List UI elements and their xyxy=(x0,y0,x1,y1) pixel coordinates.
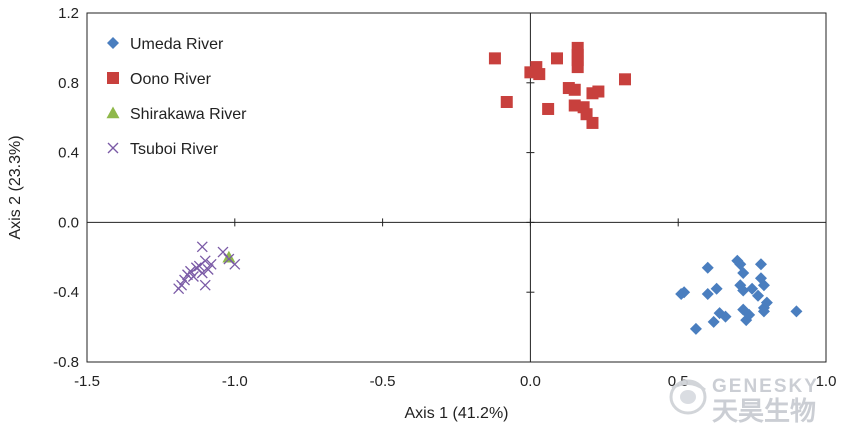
y-tick-label: 0.0 xyxy=(58,214,79,231)
oono-river-point xyxy=(571,61,584,74)
y-axis-title: Axis 2 (23.3%) xyxy=(7,135,24,239)
y-tick-label: -0.8 xyxy=(53,354,79,371)
tsuboi-river-point xyxy=(229,258,241,270)
tsuboi-river-point xyxy=(185,265,196,277)
tsuboi-river-point xyxy=(176,279,188,291)
oono-river-point xyxy=(542,102,555,115)
x-tick-label: 0.5 xyxy=(668,373,689,390)
oono-river-point xyxy=(488,52,501,65)
umeda-river-point xyxy=(757,305,770,318)
umeda-river-point xyxy=(689,322,702,335)
y-tick-label: -0.4 xyxy=(53,284,79,301)
tsuboi-river-point xyxy=(196,267,208,279)
zero-lines xyxy=(87,13,826,362)
plot-border xyxy=(86,12,827,363)
watermark-logo: GENESKY 天昊生物 xyxy=(669,376,819,427)
tsuboi-river-point xyxy=(202,264,214,275)
x-tick-label: 1.0 xyxy=(816,373,837,390)
umeda-river-point xyxy=(752,289,765,302)
shirakawa-river-point xyxy=(222,250,236,263)
umeda-river-point xyxy=(743,308,756,321)
watermark-logo-icon xyxy=(669,379,707,415)
axis-ticks: -1.5 -1.0 -0.5 0.0 0.5 1.0 1.2 0.8 0.4 0.0 -0.4 -0.… xyxy=(53,5,836,390)
tsuboi-river-point xyxy=(199,255,211,267)
watermark-latin-text: GENESKY xyxy=(712,376,819,397)
legend-marker-tsuboi-river xyxy=(107,142,119,154)
tsuboi-river-point xyxy=(205,258,217,270)
tsuboi-river-point xyxy=(199,279,211,291)
x-axis-title: Axis 1 (41.2%) xyxy=(404,405,508,422)
legend-label-umeda-river: Umeda River xyxy=(130,36,224,53)
oono-river-point xyxy=(500,95,513,108)
umeda-river-point xyxy=(701,287,714,300)
y-tick-label: 0.4 xyxy=(58,145,79,162)
umeda-river-point xyxy=(675,287,688,300)
legend-marker-umeda-river xyxy=(107,37,119,49)
oono-river-point xyxy=(551,52,564,65)
tsuboi-river-point xyxy=(179,274,191,286)
data-points xyxy=(173,41,803,335)
y-tick-label: 1.2 xyxy=(58,5,79,22)
umeda-river-point xyxy=(754,258,767,271)
umeda-river-point xyxy=(737,267,750,280)
x-tick-label: 0.0 xyxy=(520,373,541,390)
legend: Umeda River Oono River Shirakawa River Tsub… xyxy=(106,36,247,158)
umeda-river-point xyxy=(737,284,750,297)
legend-label-shirakawa-river: Shirakawa River xyxy=(130,106,247,123)
y-tick-label: 0.8 xyxy=(58,75,79,92)
x-tick-label: -1.5 xyxy=(74,373,100,390)
oono-river-point xyxy=(586,116,599,129)
legend-marker-shirakawa-river xyxy=(106,106,120,119)
tsuboi-river-point xyxy=(217,246,229,258)
legend-marker-oono-river xyxy=(107,72,119,84)
umeda-river-point xyxy=(790,305,803,318)
umeda-river-point xyxy=(701,261,714,274)
oono-river-point xyxy=(618,73,631,86)
umeda-river-point xyxy=(710,282,723,295)
x-tick-label: -1.0 xyxy=(222,373,248,390)
x-tick-label: -0.5 xyxy=(370,373,396,390)
umeda-river-point xyxy=(719,310,732,323)
oono-river-point xyxy=(592,85,605,98)
legend-label-tsuboi-river: Tsuboi River xyxy=(130,141,219,158)
watermark-cjk-text: 天昊生物 xyxy=(712,397,816,427)
umeda-river-point xyxy=(757,279,770,292)
legend-label-oono-river: Oono River xyxy=(130,71,212,88)
tsuboi-river-point xyxy=(196,241,208,253)
oono-river-point xyxy=(568,83,581,96)
tsuboi-river-point xyxy=(187,271,199,282)
oono-river-point xyxy=(533,68,546,81)
umeda-river-point xyxy=(746,282,759,295)
umeda-river-point xyxy=(707,315,720,328)
plot-frame xyxy=(86,12,827,363)
